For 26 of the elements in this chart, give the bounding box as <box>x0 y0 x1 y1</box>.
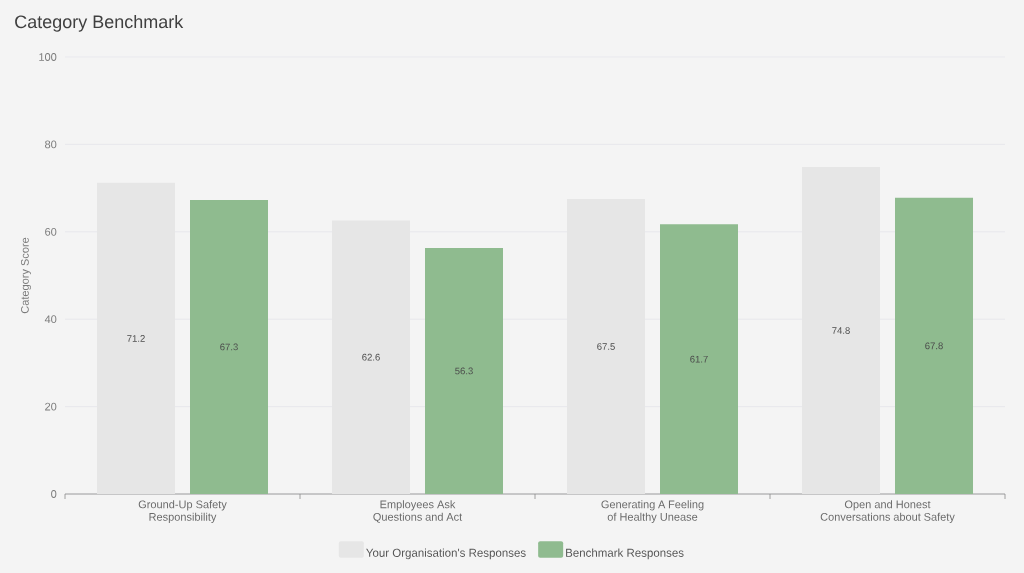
x-tick-label: Employees Ask Questions and Act <box>373 500 463 523</box>
bar <box>190 199 268 494</box>
x-tick-label: Open and Honest Conversations about Safety <box>820 500 955 523</box>
data-label: 61.7 <box>690 355 708 363</box>
x-tick-label: Ground-Up Safety Responsibility <box>138 500 227 523</box>
y-tick-label: 100 <box>39 53 57 61</box>
data-label: 67.3 <box>220 343 238 351</box>
data-label: 67.5 <box>597 343 615 350</box>
x-tick-label: Generating A Feeling of Healthy Unease <box>601 500 704 523</box>
bar <box>660 224 739 494</box>
bar <box>425 247 504 494</box>
data-label: 71.2 <box>127 335 145 342</box>
y-axis-title: Category Score <box>21 237 31 314</box>
y-tick-label: 0 <box>51 490 57 498</box>
data-label: 56.3 <box>455 367 473 375</box>
legend-label: Your Organisation's Responses <box>366 548 526 560</box>
data-label: 62.6 <box>362 353 380 361</box>
data-label: 74.8 <box>832 327 850 334</box>
y-tick-label: 40 <box>44 315 57 324</box>
y-tick-label: 20 <box>45 402 57 411</box>
chart-title: Category Benchmark <box>15 14 184 32</box>
legend-label: Benchmark Responses <box>566 548 684 560</box>
bar <box>895 197 974 494</box>
y-tick-label: 60 <box>45 227 57 236</box>
y-tick-label: 80 <box>45 140 57 149</box>
data-label: 67.8 <box>925 342 943 350</box>
